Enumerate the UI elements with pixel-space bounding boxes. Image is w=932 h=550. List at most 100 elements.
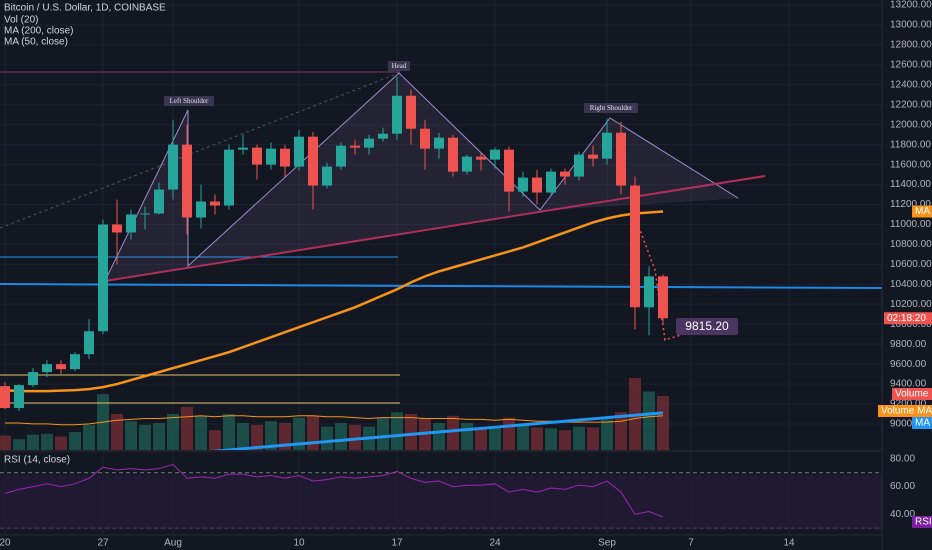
volume-bar (27, 434, 39, 450)
rsi-band (0, 475, 882, 530)
ma200-line (210, 411, 664, 450)
y-tick-label: 10800.00 (890, 239, 932, 250)
rsi-tick-label: 80.00 (890, 454, 915, 465)
candle-body (140, 213, 150, 215)
candle-body (462, 156, 472, 172)
legend-title: Bitcoin / U.S. Dollar, 1D, COINBASE (4, 3, 166, 14)
volume-bar (69, 432, 81, 450)
y-tick-label: 12600.00 (890, 59, 932, 70)
pattern-outline (104, 72, 739, 282)
candle-body (490, 149, 500, 160)
y-tick-label: 12800.00 (890, 40, 932, 51)
x-tick-label: 14 (783, 538, 795, 549)
candle-body (392, 95, 402, 134)
candle-body (112, 224, 122, 233)
rsi-tick-label: 40.00 (890, 509, 915, 520)
volume-bar (405, 414, 417, 450)
annotations: Left Shoulder Head Right Shoulder 9815.2… (164, 61, 738, 335)
axis-tag-label: 02:18:20 (887, 313, 926, 324)
volume-bar (447, 415, 459, 450)
volume-bar (237, 423, 249, 450)
candle-body (378, 133, 388, 139)
trend-line (0, 72, 400, 229)
volume-bar (13, 439, 25, 450)
axis-tag (878, 405, 932, 417)
volume-bar (433, 423, 445, 450)
candle-body (364, 138, 374, 148)
x-tick-label: Aug (164, 538, 182, 549)
candle-body (210, 201, 220, 206)
volume-bar (125, 421, 137, 450)
volume-bar (573, 426, 585, 450)
candle-body (630, 185, 640, 308)
volume-bar (279, 423, 291, 450)
label-box (164, 96, 214, 106)
y-tick-label: 11400.00 (890, 179, 931, 190)
volume-bar (559, 430, 571, 450)
candle-body (266, 148, 276, 165)
volume-bar (307, 415, 319, 450)
label-box (584, 103, 638, 113)
volume-bar (489, 426, 501, 450)
candle-body (518, 177, 528, 192)
x-tick-label: 27 (97, 538, 109, 549)
volume-bar (475, 427, 487, 450)
volume-bar (83, 424, 95, 450)
volume-bar (153, 423, 165, 450)
axis-tag (912, 205, 932, 218)
volume-bar (531, 427, 543, 450)
volume-bar (55, 436, 67, 450)
axis-tag-label: Volume MA (881, 406, 932, 417)
candle-body (56, 364, 66, 370)
candle-body (70, 354, 80, 370)
candle-body (252, 147, 262, 165)
y-tick-label: 11000.00 (890, 219, 931, 230)
candle-body (98, 224, 108, 332)
candle-body (0, 386, 10, 409)
rsi-line (4, 463, 664, 518)
y-tick-label: 11800.00 (890, 139, 931, 150)
x-tick-label: 10 (293, 538, 305, 549)
candle-body (420, 128, 430, 149)
volume-bar (587, 427, 599, 450)
legend-entry: Vol (20) (4, 15, 38, 26)
candle-body (294, 136, 304, 167)
candle-body (28, 372, 38, 386)
candle-body (182, 144, 192, 218)
x-tick-label: Sep (598, 538, 616, 549)
candle-body (168, 144, 178, 190)
candle-body (616, 132, 626, 186)
axis-tag (912, 417, 932, 429)
volume-bar (377, 417, 389, 450)
volume-bar (251, 424, 263, 450)
candle-body (350, 145, 360, 148)
candle-body (658, 276, 668, 319)
volume-bar (349, 424, 361, 450)
label-box (676, 318, 738, 335)
y-tick-label: 10600.00 (890, 259, 932, 270)
volume-bar (265, 421, 277, 450)
candle-body (644, 276, 654, 308)
volume-bar (111, 414, 123, 450)
axis-tag-label: MA (915, 206, 930, 217)
axis-tag-label: MA (915, 418, 930, 429)
y-tick-label: 10400.00 (890, 279, 932, 290)
candle-body (448, 137, 458, 172)
y-tick-label: 11200.00 (890, 199, 931, 210)
candle-body (434, 137, 444, 149)
x-tick-label: 24 (489, 538, 501, 549)
volume-bar (545, 428, 557, 450)
y-tick-label: 9800.00 (890, 339, 927, 350)
ma50-line (4, 210, 664, 393)
label-box (388, 61, 410, 71)
volume-bar (181, 406, 193, 450)
candle-body (126, 214, 136, 233)
neckline (104, 175, 766, 282)
y-tick-label: 12400.00 (890, 79, 932, 90)
volume-bar (293, 417, 305, 450)
candle-body (154, 189, 164, 214)
candle-body (14, 385, 24, 409)
level-line (0, 283, 882, 289)
volume-bar (209, 430, 221, 450)
